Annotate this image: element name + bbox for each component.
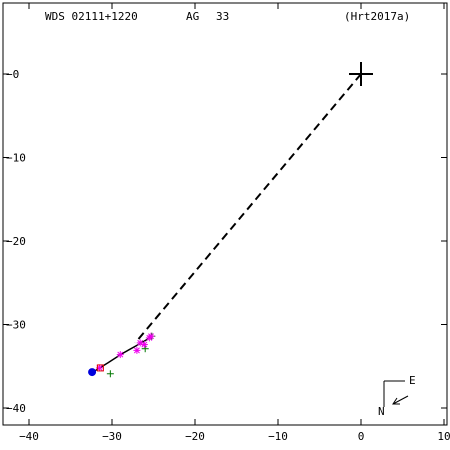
y-tick-label: −20 (6, 235, 26, 248)
x-tick-label: −20 (185, 430, 205, 443)
x-axis-ticks: −40 −30 −20 −10 0 10 (19, 3, 450, 443)
dashed-separation-line (134, 73, 362, 344)
observation-plus (106, 370, 114, 378)
observation-points (88, 332, 156, 378)
discoverer-number: 33 (216, 10, 229, 23)
observation-star (116, 351, 124, 359)
observation-plus (141, 345, 149, 353)
compass-north-label: N (378, 405, 385, 418)
observation-square (96, 364, 104, 372)
x-tick-label: −10 (268, 430, 288, 443)
x-tick-label: −30 (102, 430, 122, 443)
motion-arrow-head (392, 397, 400, 405)
x-tick-label: 10 (437, 430, 450, 443)
wds-designation: WDS 02111+1220 (45, 10, 138, 23)
y-tick-label: −10 (6, 152, 26, 165)
compass-indicator: E N (378, 374, 416, 418)
motion-arrow-shaft (392, 395, 409, 405)
reference-code: (Hrt2017a) (344, 10, 410, 23)
observation-star (140, 341, 148, 349)
y-tick-label: −40 (6, 402, 26, 415)
observation-star (133, 346, 141, 354)
x-tick-label: 0 (358, 430, 365, 443)
plot-frame (2, 2, 448, 426)
compass-east-label: E (409, 374, 416, 387)
discoverer-code: AG (186, 10, 199, 23)
y-tick-label: −0 (6, 68, 19, 81)
dashed-line (134, 73, 362, 344)
y-tick-label: −30 (6, 319, 26, 332)
observation-circle (88, 368, 97, 377)
observation-star (147, 332, 155, 340)
y-axis-ticks: −0 −10 −20 −30 −40 (3, 68, 447, 415)
x-tick-label: −40 (19, 430, 39, 443)
primary-star-marker (349, 62, 373, 86)
